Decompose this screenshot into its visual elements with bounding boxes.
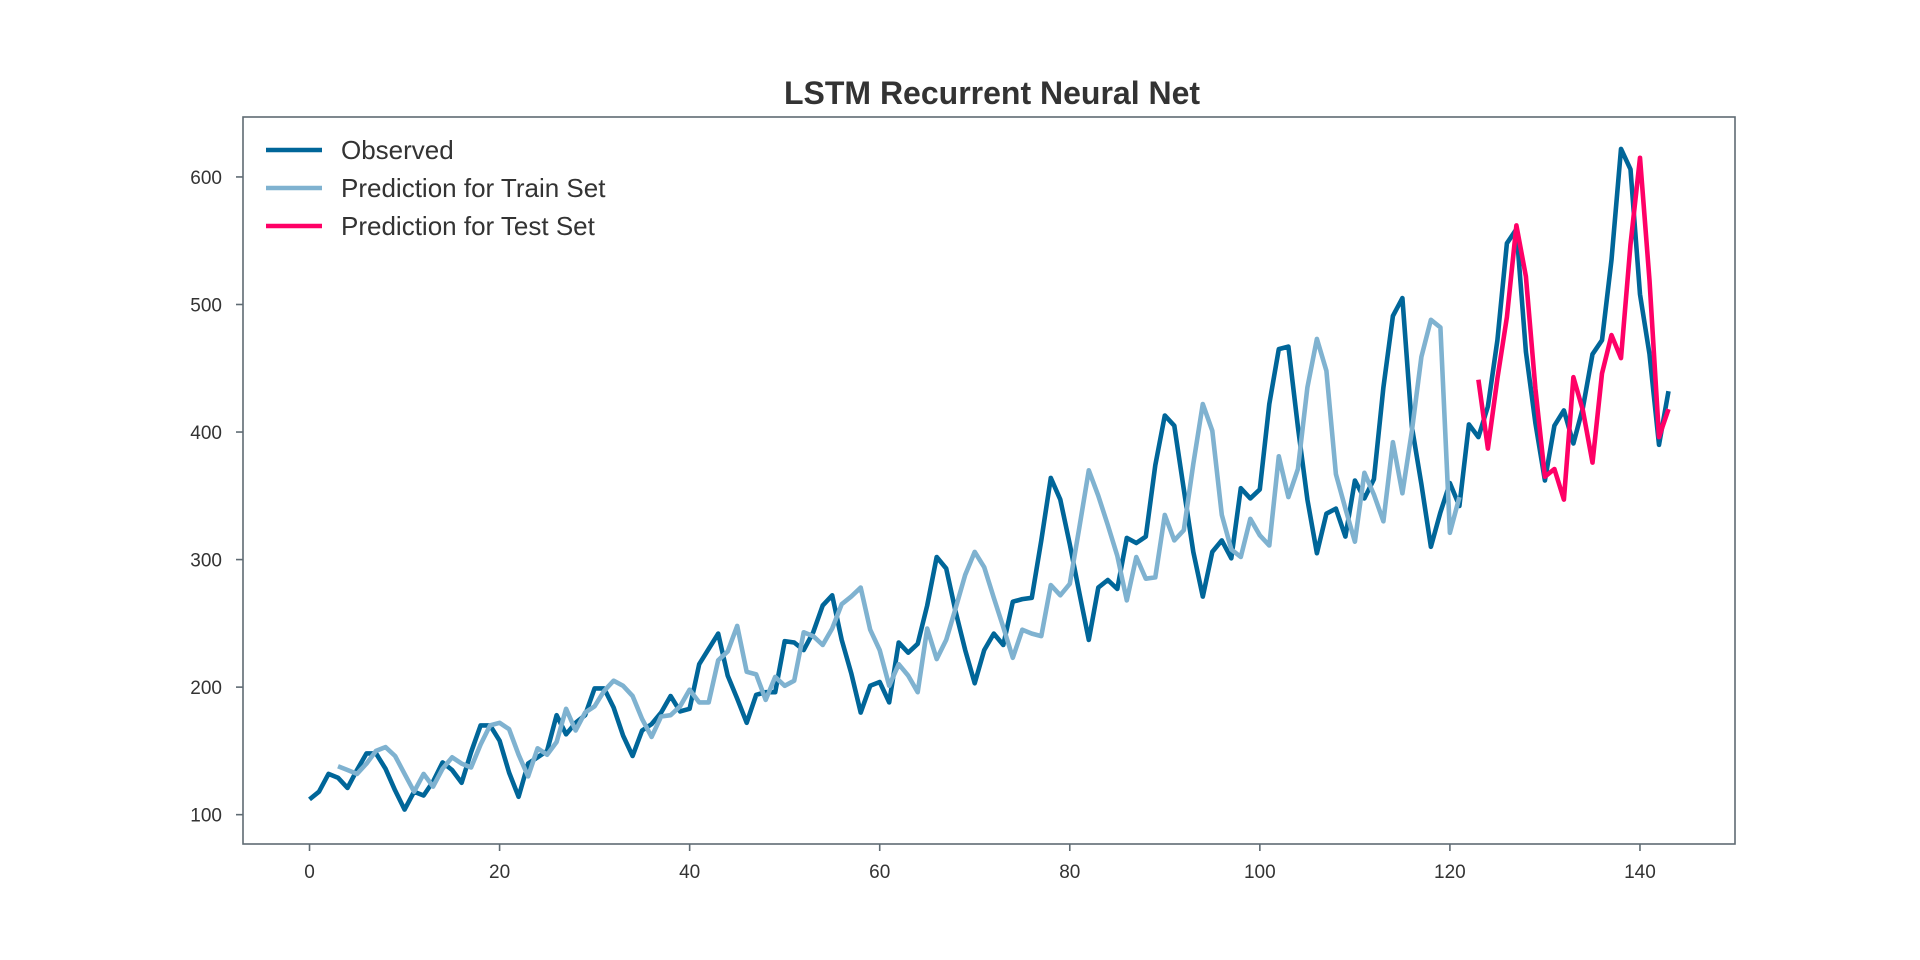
y-axis: 100 200 300 400 500 600 — [190, 168, 243, 827]
x-tick-label: 20 — [489, 862, 510, 883]
y-tick-label: 200 — [190, 678, 222, 699]
y-tick-label: 600 — [190, 168, 222, 189]
y-tick-label: 300 — [190, 551, 222, 572]
series-line-observed — [308, 146, 1671, 812]
legend-label-prediction-for-test-set: Prediction for Test Set — [341, 211, 596, 241]
x-tick-label: 0 — [304, 862, 315, 883]
x-tick-label: 40 — [679, 862, 700, 883]
x-tick-label: 100 — [1244, 862, 1276, 883]
x-axis: 0 20 40 60 80 100 120 140 — [304, 844, 1656, 883]
y-tick-label: 500 — [190, 295, 222, 316]
y-tick-label: 400 — [190, 423, 222, 444]
series-line-prediction-for-train-set — [337, 317, 1462, 795]
series-layer — [308, 146, 1671, 812]
legend: Observed Prediction for Train Set Predicti… — [266, 135, 606, 241]
legend-label-prediction-for-train-set: Prediction for Train Set — [341, 173, 606, 203]
chart-title: LSTM Recurrent Neural Net — [784, 75, 1200, 111]
x-tick-label: 140 — [1624, 862, 1656, 883]
series-line-prediction-for-test-set — [1476, 155, 1671, 502]
x-tick-label: 60 — [869, 862, 890, 883]
x-tick-label: 120 — [1434, 862, 1466, 883]
y-tick-label: 100 — [190, 806, 222, 827]
x-tick-label: 80 — [1059, 862, 1080, 883]
plot-area-frame — [242, 116, 1736, 845]
legend-label-observed: Observed — [341, 135, 454, 165]
